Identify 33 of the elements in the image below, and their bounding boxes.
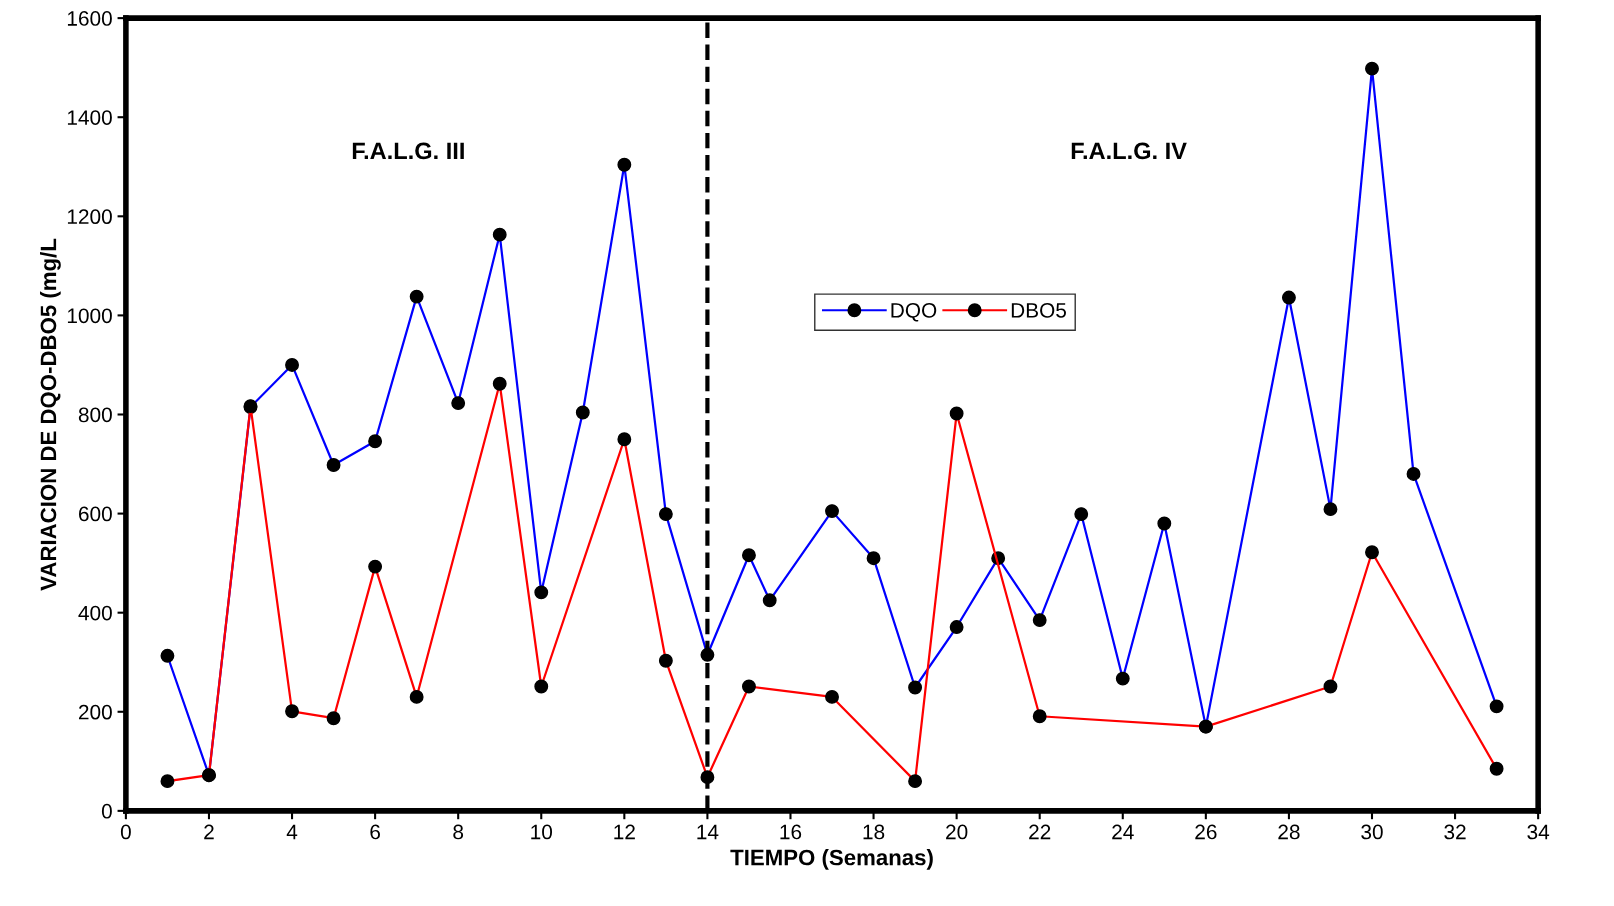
x-tick-label: 24	[1112, 824, 1134, 840]
x-axis-title: TIEMPO (Semanas)	[730, 849, 933, 870]
y-tick-label: 200	[78, 704, 112, 720]
x-tick-label: 2	[204, 824, 214, 840]
x-tick-label: 10	[531, 824, 553, 840]
y-axis-title: VARIACION DE DQO-DBO5 (mg/L	[39, 238, 61, 591]
annotation: F.A.L.G. IV	[1071, 142, 1187, 160]
y-tick-label: 400	[78, 605, 112, 621]
x-tick-label: 18	[863, 824, 885, 840]
x-tick-label: 0	[120, 824, 131, 840]
y-tick-label: 1000	[67, 308, 112, 324]
x-tick-label: 28	[1278, 824, 1300, 840]
x-tick-label: 14	[697, 824, 719, 840]
x-tick-label: 4	[286, 824, 298, 840]
annotation: F.A.L.G. III	[352, 142, 464, 160]
legend-label: DQO	[891, 302, 937, 322]
y-tick-label: 0	[101, 803, 112, 819]
y-tick-label: 800	[78, 407, 112, 423]
legend-label: DBO5	[1011, 302, 1067, 318]
x-tick-label: 20	[946, 824, 968, 840]
x-tick-label: 12	[614, 824, 635, 840]
x-tick-label: 6	[370, 824, 380, 840]
y-tick-label: 1600	[67, 11, 112, 26]
x-tick-label: 34	[1527, 824, 1550, 840]
y-tick-label: 1200	[67, 209, 112, 225]
x-tick-label: 26	[1195, 824, 1217, 840]
x-tick-label: 30	[1361, 824, 1383, 840]
x-tick-label: 8	[453, 824, 464, 840]
y-tick-label: 1400	[67, 110, 112, 125]
x-tick-label: 32	[1444, 824, 1466, 840]
x-tick-label: 16	[780, 824, 802, 840]
y-tick-label: 600	[79, 506, 112, 522]
x-tick-label: 22	[1029, 824, 1051, 840]
